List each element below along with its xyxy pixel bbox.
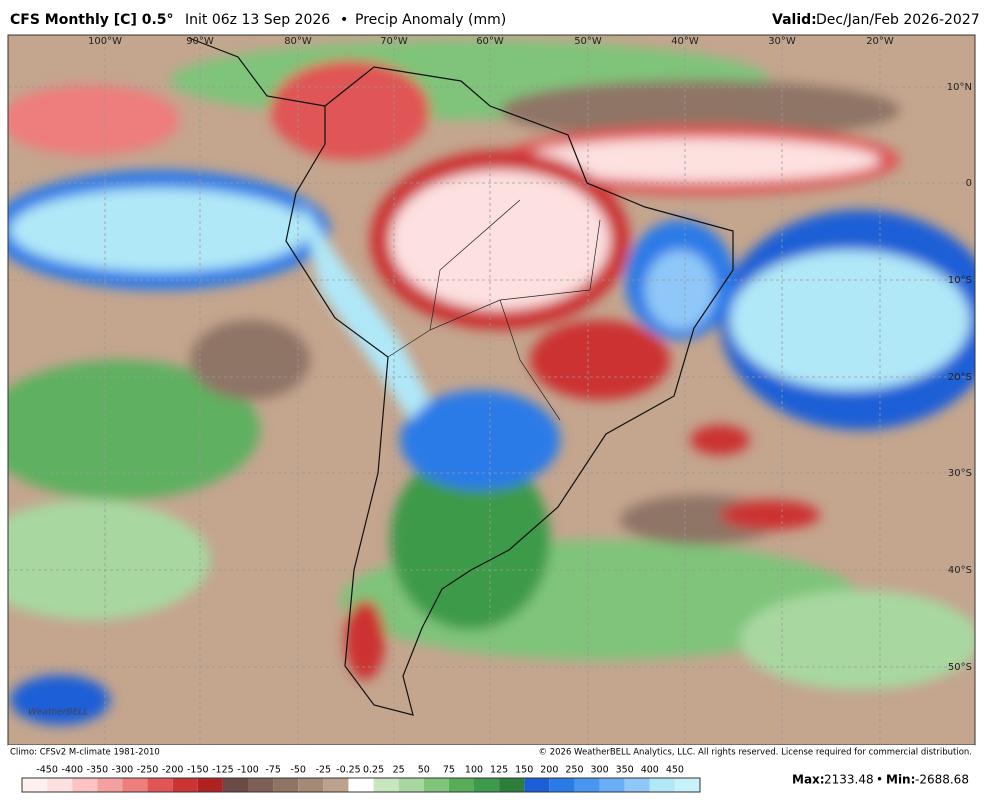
lon-label: 70°W	[380, 36, 408, 47]
colorbar-swatch	[624, 778, 650, 792]
anomaly-field	[8, 35, 975, 745]
colorbar-swatch	[222, 778, 248, 792]
colorbar-swatch	[674, 778, 700, 792]
colorbar-label: -450	[36, 765, 58, 776]
colorbar-label: 200	[540, 765, 558, 776]
lat-label: 10°N	[947, 82, 972, 93]
model-title: CFS Monthly [C] 0.5°	[10, 12, 174, 28]
colorbar-swatch	[97, 778, 123, 792]
colorbar-swatch	[474, 778, 500, 792]
lon-label: 50°W	[574, 36, 602, 47]
colorbar-swatch	[549, 778, 575, 792]
min-label: Min:	[886, 773, 915, 787]
logo: WeatherBELL	[28, 708, 88, 718]
colorbar-swatch	[172, 778, 198, 792]
colorbar-swatch	[197, 778, 223, 792]
valid-label: Valid:	[772, 12, 817, 28]
colorbar-label: -25	[316, 765, 332, 776]
colorbar-swatch	[423, 778, 449, 792]
colorbar-label: -125	[212, 765, 234, 776]
colorbar-swatch	[72, 778, 98, 792]
colorbar-label: 125	[490, 765, 508, 776]
colorbar-swatch	[22, 778, 48, 792]
colorbar-label: -400	[61, 765, 83, 776]
valid-period: Dec/Jan/Feb 2026-2027	[816, 12, 980, 28]
colorbar-frame	[21, 777, 701, 793]
colorbar-label: -350	[87, 765, 109, 776]
lat-label: 20°S	[948, 372, 972, 383]
lat-labels: 10°N 0 10°S 20°S 30°S 40°S 50°S	[947, 82, 972, 673]
min-value: -2688.68	[915, 773, 969, 787]
lon-label: 100°W	[88, 36, 122, 47]
colorbar-swatch	[298, 778, 324, 792]
colorbar-swatch	[599, 778, 625, 792]
colorbar-swatch	[448, 778, 474, 792]
colorbar-label: 75	[443, 765, 455, 776]
colorbar-label: 400	[641, 765, 659, 776]
colorbar-label: 0.25	[363, 765, 384, 776]
lon-label: 30°W	[768, 36, 796, 47]
max-label: Max:	[792, 773, 825, 787]
borders	[387, 199, 601, 421]
colorbar-swatch	[649, 778, 675, 792]
colorbar-label: -75	[265, 765, 281, 776]
lon-label: 80°W	[284, 36, 312, 47]
colorbar-label: -200	[162, 765, 184, 776]
colorbar-label: 25	[393, 765, 405, 776]
colorbar-label: 50	[418, 765, 430, 776]
lat-label: 30°S	[948, 468, 972, 479]
field-name: Precip Anomaly (mm)	[355, 12, 506, 28]
colorbar-swatch	[248, 778, 274, 792]
colorbar-swatch	[323, 778, 349, 792]
colorbar-swatch	[524, 778, 550, 792]
colorbar-swatch	[574, 778, 600, 792]
colorbar-swatch	[348, 778, 374, 792]
colorbar-swatch	[122, 778, 148, 792]
colorbar-swatch	[273, 778, 299, 792]
colorbar-swatch	[398, 778, 424, 792]
init-time: Init 06z 13 Sep 2026	[185, 12, 330, 28]
coastline	[188, 37, 734, 716]
colorbar-label: -150	[187, 765, 209, 776]
lat-label: 0	[966, 178, 972, 189]
lat-label: 40°S	[948, 565, 972, 576]
lon-labels: 100°W 90°W 80°W 70°W 60°W 50°W 40°W 30°W 20°W	[88, 36, 894, 47]
colorbar-swatch	[373, 778, 399, 792]
colorbar: -450 -400 -350 -300 -250 -200 -150 -125 -100 -75-…	[21, 765, 701, 793]
graticule	[8, 35, 975, 745]
lat-label: 50°S	[948, 662, 972, 673]
colorbar-label: -100	[237, 765, 259, 776]
separator: •	[340, 12, 348, 28]
lon-label: 20°W	[866, 36, 894, 47]
colorbar-label: 300	[590, 765, 608, 776]
separator: •	[876, 773, 883, 787]
colorbar-label: 450	[666, 765, 684, 776]
colorbar-label: -250	[137, 765, 159, 776]
colorbar-swatch	[499, 778, 525, 792]
colorbar-label: 100	[465, 765, 483, 776]
copyright: © 2026 WeatherBELL Analytics, LLC. All r…	[539, 748, 972, 758]
colorbar-label: -0.25	[336, 765, 361, 776]
lon-label: 90°W	[186, 36, 214, 47]
lon-label: 40°W	[671, 36, 699, 47]
lon-label: 60°W	[476, 36, 504, 47]
colorbar-label: 350	[616, 765, 634, 776]
climo-note: Climo: CFSv2 M-climate 1981-2010	[10, 748, 160, 758]
colorbar-swatch	[47, 778, 73, 792]
footer-band	[8, 745, 975, 759]
colorbar-swatch	[147, 778, 173, 792]
max-value: 2133.48	[824, 773, 874, 787]
colorbar-label: 250	[565, 765, 583, 776]
colorbar-label: -50	[290, 765, 306, 776]
colorbar-label: -300	[112, 765, 134, 776]
colorbar-label: 150	[515, 765, 533, 776]
lat-label: 10°S	[948, 275, 972, 286]
